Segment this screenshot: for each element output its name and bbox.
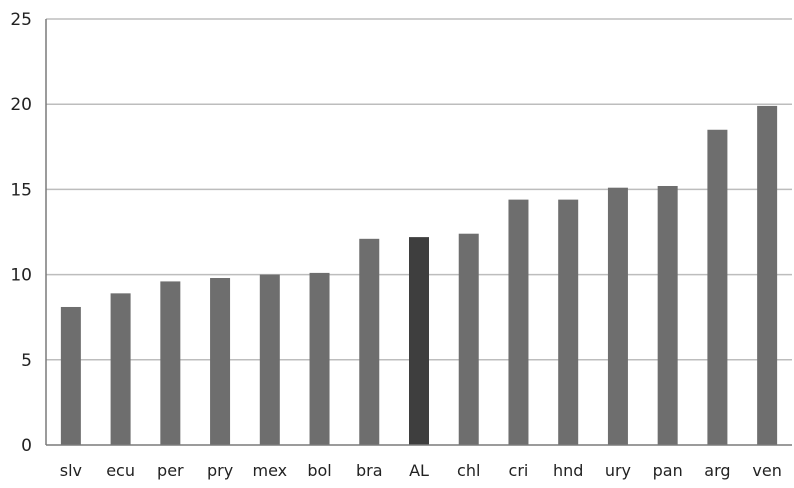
bars [60, 105, 778, 446]
axes [45, 19, 792, 446]
y-tick-label: 0 [21, 436, 32, 456]
bar-cri [508, 199, 529, 445]
y-tick-label: 5 [21, 351, 32, 371]
y-tick-label: 15 [10, 180, 32, 200]
x-tick-label-cri: cri [509, 461, 529, 480]
x-tick-label-bra: bra [356, 461, 383, 480]
bar-ury [607, 187, 628, 446]
x-tick-label-hnd: hnd [553, 461, 583, 480]
bar-mex [259, 274, 280, 445]
y-tick-label: 10 [10, 266, 32, 286]
x-tick-label-bol: bol [307, 461, 331, 480]
bar-hnd [558, 199, 579, 445]
x-tick-label-pan: pan [653, 461, 683, 480]
bar-per [160, 281, 181, 445]
bar-AL [409, 237, 429, 445]
x-tick-label-chl: chl [457, 461, 480, 480]
bar-ecu [110, 293, 131, 445]
x-tick-labels: slv ecu per pry mex bol bra AL chl cri hnd ury pan ar… [60, 461, 782, 480]
y-tick-labels: 0 5 10 15 20 25 [10, 10, 32, 456]
bar-arg [707, 129, 728, 445]
x-tick-label-AL: AL [409, 461, 429, 480]
bar-bra [359, 238, 380, 445]
x-tick-label-ury: ury [605, 461, 631, 480]
bar-pry [210, 278, 231, 445]
x-tick-label-ven: ven [752, 461, 781, 480]
y-tick-label: 20 [10, 95, 32, 115]
x-tick-label-ecu: ecu [106, 461, 135, 480]
y-tick-label: 25 [10, 10, 32, 30]
bar-chl [458, 233, 479, 445]
bar-slv [60, 306, 81, 445]
x-tick-label-mex: mex [252, 461, 287, 480]
bar-pan [657, 185, 678, 445]
x-tick-label-slv: slv [60, 461, 82, 480]
bar-bol [309, 272, 330, 445]
bar-ven [757, 105, 778, 446]
x-tick-label-per: per [157, 461, 184, 480]
x-tick-label-pry: pry [207, 461, 233, 480]
x-tick-label-arg: arg [704, 461, 730, 480]
